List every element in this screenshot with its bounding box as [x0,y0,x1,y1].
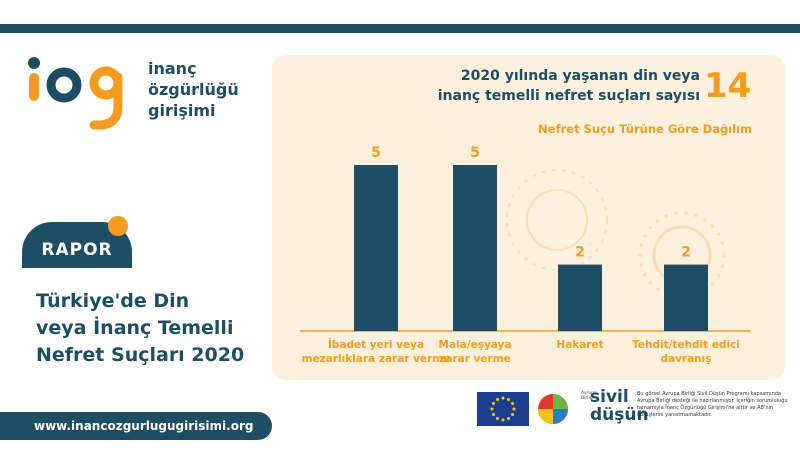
category-label-3-0: Tehdit/tehdit edici [632,339,740,351]
category-label-1-0: Mala/eşyaya [439,339,512,351]
dusun-word: düşün [590,405,649,425]
category-label-0-1: mezarlıklara zarar verme [302,353,451,365]
category-label-3-1: davranış [660,353,711,365]
headline-line-1: 2020 yılında yaşanan din veya [460,68,700,84]
bar-2 [558,264,602,331]
report-badge: RAPOR [22,216,132,268]
badge-label: RAPOR [41,240,113,260]
total-count: 14 [704,66,752,106]
sivil-dusun-logo [538,394,568,424]
bar-0 [354,165,398,331]
brand-line-2: özgürlüğü [148,80,239,99]
chart-title: Nefret Suçu Türüne Göre Dağılım [538,122,752,136]
bar-value-label-3: 2 [681,245,691,261]
category-label-1-1: zarar verme [439,353,511,365]
bar-value-label-1: 5 [470,145,480,161]
url-bar [0,412,272,440]
report-title-line-1: Türkiye'de Din [36,290,190,312]
bar-value-label-0: 5 [371,145,381,161]
badge-dot [108,216,128,236]
eu-flag-icon [477,392,529,426]
sivil-eu-label: Avrupa Birliği [581,391,597,401]
sivil-eu-line-1: Avrupa [581,391,597,396]
brand-line-3: girişimi [148,101,216,120]
report-title-line-3: Nefret Suçları 2020 [36,344,245,366]
bar-1 [453,165,497,331]
sivil-dusun-wordmark: sivil düşün [590,388,649,424]
category-label-0-0: İbadet yeri veya [328,337,424,351]
disclaimer-text: Bu görsel Avrupa Birliği Sivil Düşün Pro… [637,391,788,418]
category-label-2-0: Hakaret [556,339,603,351]
headline-line-2: inanç temelli nefret suçları sayısı [437,88,700,104]
brand-line-1: inanç [148,59,197,78]
top-stripe [0,24,800,33]
sivil-eu-line-2: Birliği [581,396,594,401]
bar-value-label-2: 2 [575,245,585,261]
headline: 2020 yılında yaşanan din veya inanç teme… [400,66,700,106]
sivil-word: sivil [590,387,629,407]
watermark-decoration [506,169,726,299]
website-link[interactable]: www.inancozgurlugugirisimi.org [34,419,254,433]
report-title: Türkiye'de Din veya İnanç Temelli Nefret… [36,288,244,369]
report-title-line-2: veya İnanç Temelli [36,317,234,339]
iog-logo [28,57,123,130]
brand-name: inanç özgürlüğü girişimi [148,58,239,121]
bar-3 [664,264,708,331]
